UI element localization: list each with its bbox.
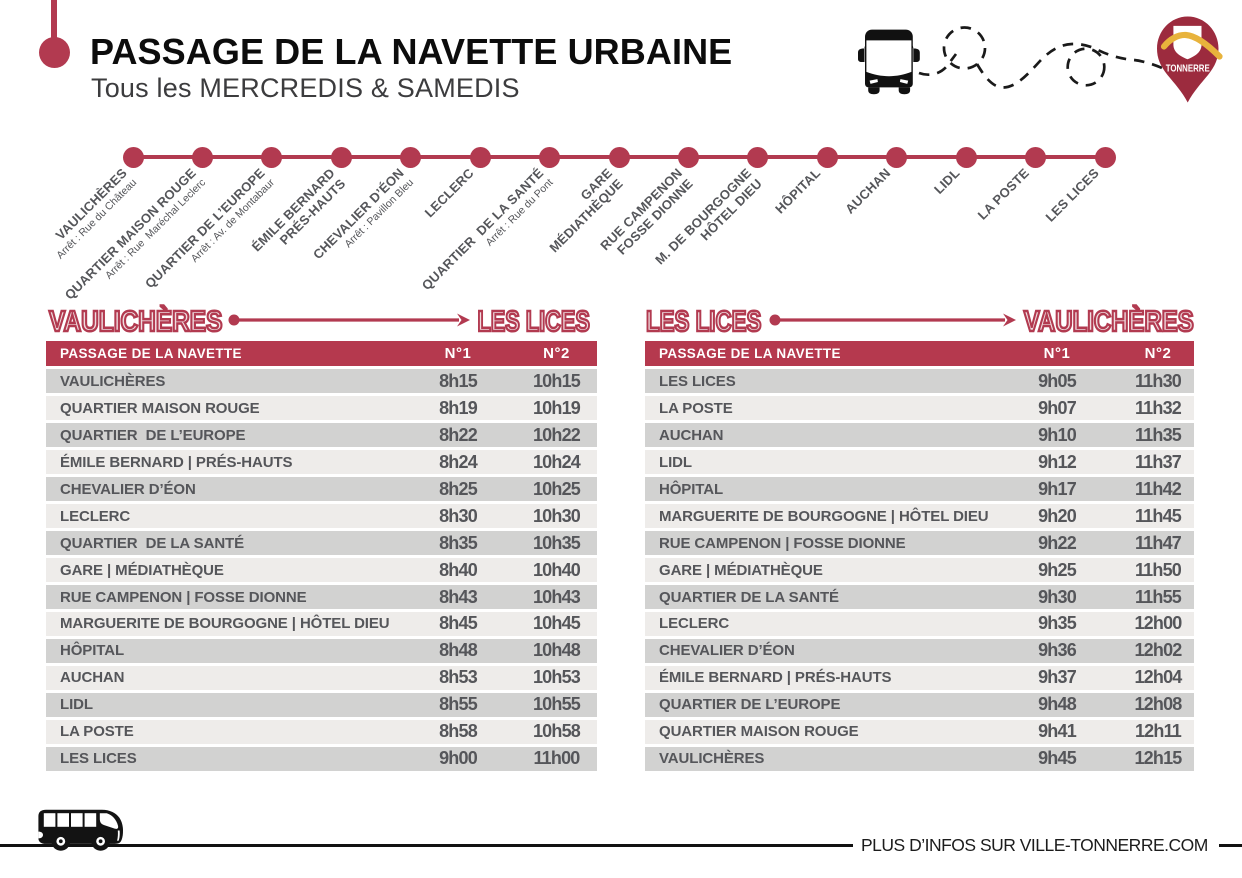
svg-text:TONNERRE: TONNERRE xyxy=(1166,64,1210,75)
